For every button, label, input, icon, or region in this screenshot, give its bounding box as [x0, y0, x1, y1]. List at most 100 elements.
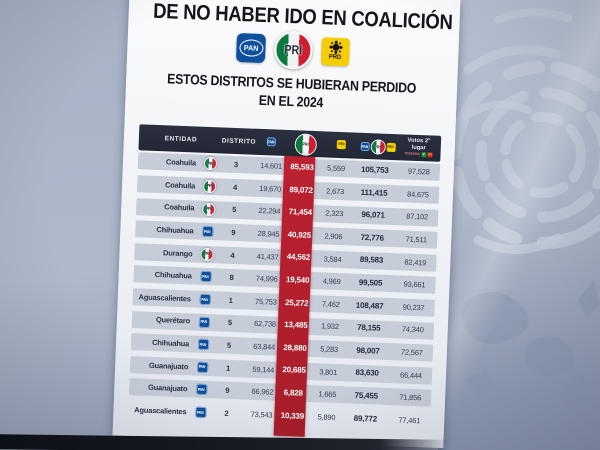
- district-number: 8: [229, 273, 234, 283]
- presentation-slide: DE NO HABER IDO EN COALICIÓN PAN PRI PRD…: [112, 0, 461, 449]
- coalition-votes: 98,007: [356, 345, 380, 356]
- entity-name: Coahuila: [164, 202, 195, 213]
- district-number: 5: [226, 340, 232, 350]
- pan-votes: 73,543: [250, 409, 273, 420]
- pri-votes: 28,880: [283, 342, 307, 353]
- pri-votes: 25,272: [284, 297, 309, 308]
- party-icon: PAN: [199, 293, 211, 306]
- entity-name: Chihuahua: [156, 225, 194, 236]
- entity-name: Aguascalientes: [138, 292, 191, 304]
- second-place-votes: 97,528: [407, 166, 430, 177]
- col-coalition-icons: PAN PRI PRD: [355, 139, 400, 156]
- second-place-votes: 84,675: [406, 189, 430, 200]
- pan-votes: 19,670: [259, 183, 282, 194]
- second-place-votes: 71,511: [405, 234, 427, 245]
- second-place-votes: 93,661: [403, 279, 426, 290]
- row-party-logo: PAN: [193, 226, 221, 238]
- prd-votes: 3,801: [319, 366, 338, 377]
- pt-icon: PT: [427, 152, 433, 158]
- party-icon: PRI: [203, 157, 217, 171]
- pan-votes: 63,844: [253, 341, 276, 352]
- col-distrito: DISTRITO: [221, 137, 257, 147]
- eagle-pattern-decoration: [448, 8, 600, 410]
- col-entidad: ENTIDAD: [164, 135, 198, 144]
- coalition-votes: 108,487: [355, 300, 384, 311]
- district-number: 1: [228, 295, 233, 305]
- row-party-logo: PRI: [196, 157, 224, 171]
- pan-votes: 66,962: [251, 386, 274, 397]
- prd-votes: 4,969: [322, 276, 341, 287]
- entity-name: Chihuahua: [154, 270, 192, 281]
- pan-votes: 74,996: [255, 274, 278, 284]
- coalition-votes: 89,772: [353, 413, 378, 424]
- entity-name: Durango: [162, 247, 193, 259]
- district-number: 4: [232, 182, 238, 192]
- party-icon: PAN: [198, 316, 210, 328]
- district-number: 3: [233, 160, 239, 170]
- prd-votes: 2,906: [324, 231, 343, 242]
- party-icon: PAN: [195, 384, 208, 396]
- prd-votes: 5,890: [317, 412, 336, 422]
- party-icon: PAN: [199, 271, 212, 283]
- coalition-votes: 78,155: [356, 322, 381, 333]
- prd-votes: 3,584: [323, 254, 342, 264]
- pri-icon: PRI: [369, 139, 386, 156]
- pri-votes: 13,485: [284, 320, 308, 331]
- coalition-votes: 96,071: [361, 210, 385, 220]
- entity-name: Coahuila: [164, 180, 196, 191]
- backdrop-pattern-wall: [438, 0, 600, 450]
- coalition-votes: 111,415: [360, 187, 388, 198]
- row-party-logo: PAN: [190, 316, 218, 328]
- prd-votes: 5,283: [320, 344, 339, 355]
- second-place-votes: 74,340: [401, 324, 424, 335]
- pan-votes: 28,945: [257, 228, 280, 239]
- row-party-logo: PAN: [188, 361, 216, 373]
- row-party-logo: PRI: [192, 247, 220, 262]
- row-party-logo: PAN: [187, 384, 215, 396]
- col-second-place: Votos 2° lugar morena V PT: [396, 138, 441, 158]
- slide-subtitle: ESTOS DISTRITOS SE HUBIERAN PERDIDO EN E…: [166, 69, 417, 110]
- district-number: 5: [232, 205, 237, 215]
- coalition-votes: 105,753: [360, 164, 389, 175]
- row-party-logo: PAN: [186, 406, 214, 419]
- pan-votes: 62,738: [253, 319, 277, 330]
- district-number: 9: [225, 385, 230, 396]
- entity-name: Coahuila: [165, 157, 197, 168]
- district-number: 5: [227, 318, 233, 328]
- party-icon: PRI: [199, 247, 214, 262]
- prd-votes: 1,665: [318, 389, 337, 400]
- districts-table: ENTIDAD DISTRITO PAN PRI PRD PAN PRI PRD…: [128, 124, 442, 438]
- coalition-votes: 72,776: [360, 232, 385, 243]
- pri-votes: 19,540: [285, 274, 310, 285]
- pri-votes: 44,562: [286, 252, 311, 263]
- party-icon: PAN: [201, 226, 214, 238]
- entity-name: Querétaro: [155, 315, 191, 326]
- pri-votes: 40,925: [287, 229, 312, 240]
- pvem-icon: V: [420, 152, 427, 158]
- row-party-logo: PRI: [194, 202, 222, 216]
- second-place-votes: 77,461: [398, 415, 421, 426]
- pri-votes: 85,593: [290, 162, 314, 172]
- entity-name: Chihuahua: [151, 337, 190, 349]
- prd-icon: PRD: [386, 143, 396, 153]
- coalition-votes: 89,583: [359, 255, 384, 266]
- second-place-votes: 71,856: [399, 392, 422, 403]
- entity-name: Guanajuato: [147, 382, 188, 394]
- col-pan-icon: PAN: [266, 137, 277, 148]
- party-icon: PAN: [194, 406, 207, 419]
- pan-icon: PAN: [360, 142, 370, 152]
- coalition-votes: 99,505: [358, 277, 383, 288]
- prd-votes: 2,673: [326, 186, 345, 197]
- pan-votes: 59,144: [252, 364, 275, 375]
- col-prd-icon: PRD: [336, 140, 346, 150]
- pri-votes: 10,339: [280, 410, 305, 421]
- second-place-votes: 82,419: [404, 257, 427, 268]
- party-icon: PAN: [196, 361, 208, 373]
- screen-glare: [438, 0, 600, 450]
- district-number: 1: [225, 363, 231, 373]
- pan-votes: 41,437: [256, 251, 279, 262]
- second-place-votes: 87,102: [406, 212, 429, 222]
- second-place-party-icons: morena V PT: [396, 151, 440, 158]
- district-number: 9: [231, 227, 236, 238]
- entity-name: Guanajuato: [148, 360, 189, 371]
